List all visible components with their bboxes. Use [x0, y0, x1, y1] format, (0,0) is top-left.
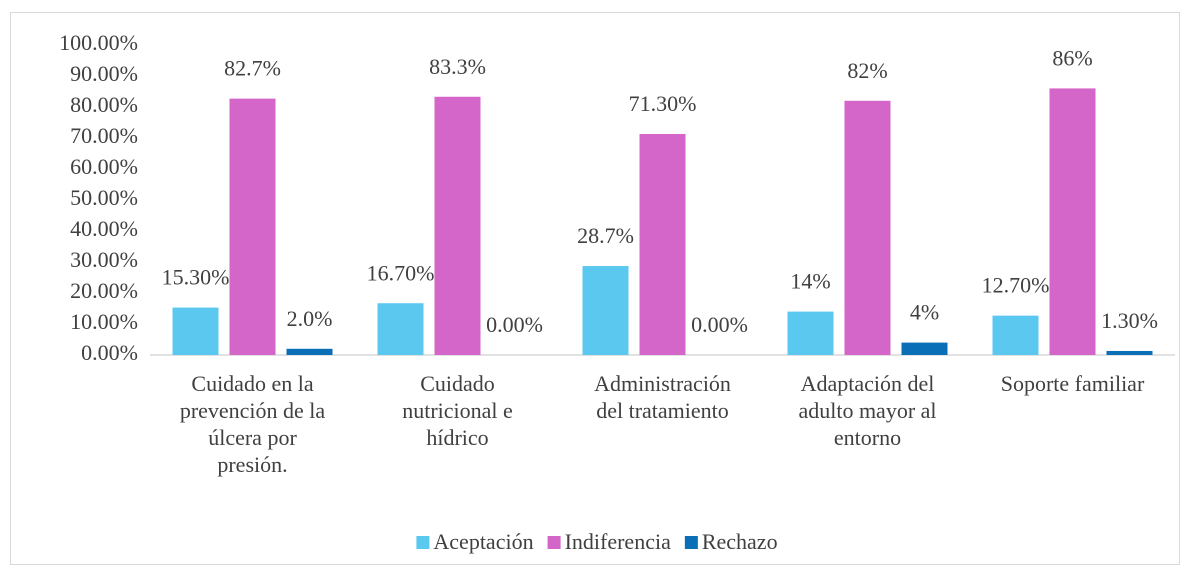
- x-tick-label: Cuidado nutricional e hídrico: [402, 371, 513, 450]
- y-tick-label: 10.00%: [70, 309, 138, 334]
- y-tick-label: 40.00%: [70, 216, 138, 241]
- y-tick-label: 80.00%: [70, 92, 138, 117]
- data-label: 2.0%: [287, 306, 333, 331]
- data-label: 12.70%: [982, 273, 1050, 298]
- legend-label: Aceptación: [433, 529, 533, 554]
- legend-label: Rechazo: [702, 529, 778, 554]
- bar: [172, 307, 219, 355]
- y-tick-label: 30.00%: [70, 247, 138, 272]
- data-label: 28.7%: [577, 223, 634, 248]
- bar: [1049, 88, 1096, 356]
- y-tick-label: 50.00%: [70, 185, 138, 210]
- bar: [229, 98, 276, 355]
- bar: [434, 96, 481, 356]
- y-tick-label: 90.00%: [70, 61, 138, 86]
- bar: [377, 303, 424, 355]
- bar: [901, 342, 948, 355]
- y-tick-label: 60.00%: [70, 154, 138, 179]
- y-tick-label: 100.00%: [59, 30, 138, 55]
- x-tick-label: Cuidado en la prevención de la úlcera por p…: [180, 371, 326, 477]
- data-label: 71.30%: [629, 91, 697, 116]
- data-label: 83.3%: [429, 54, 486, 79]
- data-label: 14%: [790, 269, 830, 294]
- legend-label: Indiferencia: [565, 529, 671, 554]
- data-label: 82%: [847, 58, 887, 83]
- data-label: 1.30%: [1101, 308, 1158, 333]
- data-label: 86%: [1052, 45, 1092, 70]
- x-tick-label: Adaptación del adulto mayor al entorno: [798, 371, 936, 450]
- bar: [844, 100, 891, 355]
- data-label: 4%: [910, 300, 939, 325]
- bar: [639, 133, 686, 355]
- x-tick-label: Soporte familiar: [1001, 371, 1145, 396]
- legend-swatch: [416, 536, 430, 549]
- bar: [286, 348, 333, 355]
- bar: [1106, 350, 1153, 355]
- y-tick-label: 20.00%: [70, 278, 138, 303]
- data-label: 0.00%: [691, 312, 748, 337]
- data-label: 82.7%: [224, 56, 281, 81]
- y-tick-label: 70.00%: [70, 123, 138, 148]
- legend-swatch: [684, 536, 698, 549]
- data-label: 15.30%: [162, 265, 230, 290]
- bar: [992, 315, 1039, 355]
- data-label: 0.00%: [486, 312, 543, 337]
- bar: [787, 311, 834, 355]
- data-label: 16.70%: [367, 260, 435, 285]
- legend-swatch: [547, 536, 561, 549]
- x-tick-label: Administración del tratamiento: [594, 371, 731, 423]
- bar: [582, 266, 629, 355]
- y-tick-label: 0.00%: [81, 340, 138, 365]
